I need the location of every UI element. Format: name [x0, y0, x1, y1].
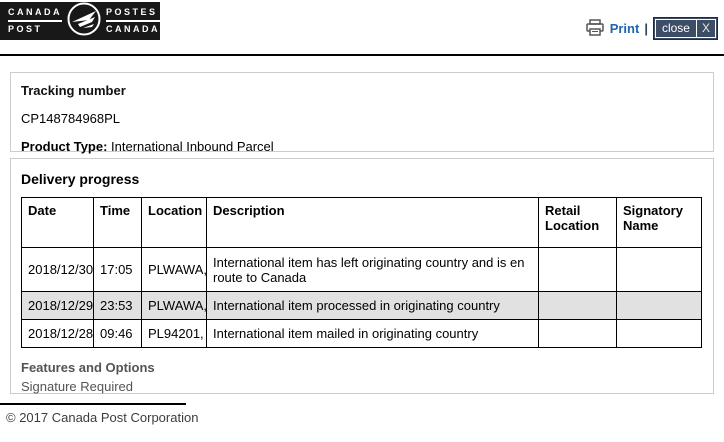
- logo-word-canada-right: CANADA: [106, 24, 160, 34]
- features-options-value: Signature Required: [21, 379, 134, 394]
- close-button[interactable]: close X: [652, 17, 718, 40]
- tracking-number-title: Tracking number: [21, 83, 126, 98]
- table-row: 2018/12/30 17:05 PLWAWA, International i…: [21, 247, 702, 292]
- tracking-number-value: CP148784968PL: [21, 111, 121, 126]
- printer-icon[interactable]: [585, 18, 605, 39]
- cell-description: International item mailed in originating…: [206, 319, 539, 348]
- cell-description: International item processed in originat…: [206, 291, 539, 320]
- logo-divider-right: [106, 20, 160, 22]
- column-header-date: Date: [21, 197, 94, 248]
- logo-right-text: POSTES CANADA: [106, 6, 160, 36]
- product-type-value: International Inbound Parcel: [107, 139, 274, 154]
- cell-date: 2018/12/29: [21, 291, 94, 320]
- logo-word-postes: POSTES: [106, 7, 158, 17]
- features-options-title: Features and Options: [21, 360, 155, 375]
- table-header-row: Date Time Location Description Retail Lo…: [21, 197, 702, 248]
- table-row: 2018/12/29 23:53 PLWAWA, International i…: [21, 291, 702, 320]
- cell-signatory-name: [616, 319, 702, 348]
- cell-retail-location: [538, 319, 617, 348]
- delivery-progress-panel: Delivery progress Date Time Location Des…: [10, 158, 714, 394]
- cell-date: 2018/12/30: [21, 247, 94, 292]
- cell-time: 09:46: [93, 319, 142, 348]
- cell-description: International item has left originating …: [206, 247, 539, 292]
- cell-location: PLWAWA,: [141, 247, 207, 292]
- delivery-progress-title: Delivery progress: [21, 171, 140, 187]
- column-header-location: Location: [141, 197, 207, 248]
- column-header-description: Description: [206, 197, 539, 248]
- cell-retail-location: [538, 291, 617, 320]
- column-header-retail-location: Retail Location: [538, 197, 617, 248]
- close-button-inner: close X: [654, 19, 716, 38]
- product-type-label: Product Type:: [21, 139, 108, 154]
- cell-retail-location: [538, 247, 617, 292]
- logo-divider-left: [8, 20, 62, 22]
- toolbar-separator: |: [644, 21, 648, 36]
- close-button-label: close: [661, 21, 690, 35]
- column-header-signatory-name: Signatory Name: [616, 197, 702, 248]
- footer-divider: [0, 403, 186, 405]
- canada-post-wing-icon: [66, 1, 102, 42]
- canada-post-logo: CANADA POST POSTES CANADA: [0, 2, 160, 40]
- print-link[interactable]: Print: [609, 21, 640, 36]
- cell-time: 17:05: [93, 247, 142, 292]
- copyright-text: © 2017 Canada Post Corporation: [6, 410, 199, 425]
- logo-word-canada-left: CANADA: [8, 7, 62, 17]
- cell-time: 23:53: [93, 291, 142, 320]
- cell-date: 2018/12/28: [21, 319, 94, 348]
- logo-word-post: POST: [8, 24, 43, 34]
- tracking-number-panel: Tracking number CP148784968PL Product Ty…: [10, 72, 714, 154]
- toolbar: Print | close X: [585, 17, 718, 40]
- cell-location: PL94201,: [141, 319, 207, 348]
- column-header-time: Time: [93, 197, 142, 248]
- cell-location: PLWAWA,: [141, 291, 207, 320]
- cell-signatory-name: [616, 247, 702, 292]
- product-type-line: Product Type: International Inbound Parc…: [21, 139, 703, 154]
- delivery-progress-table: Date Time Location Description Retail Lo…: [21, 197, 702, 348]
- cell-signatory-name: [616, 291, 702, 320]
- close-x-icon: X: [695, 20, 715, 37]
- table-row: 2018/12/28 09:46 PL94201, International …: [21, 319, 702, 348]
- header-divider: [0, 54, 724, 56]
- logo-left-text: CANADA POST: [8, 6, 62, 36]
